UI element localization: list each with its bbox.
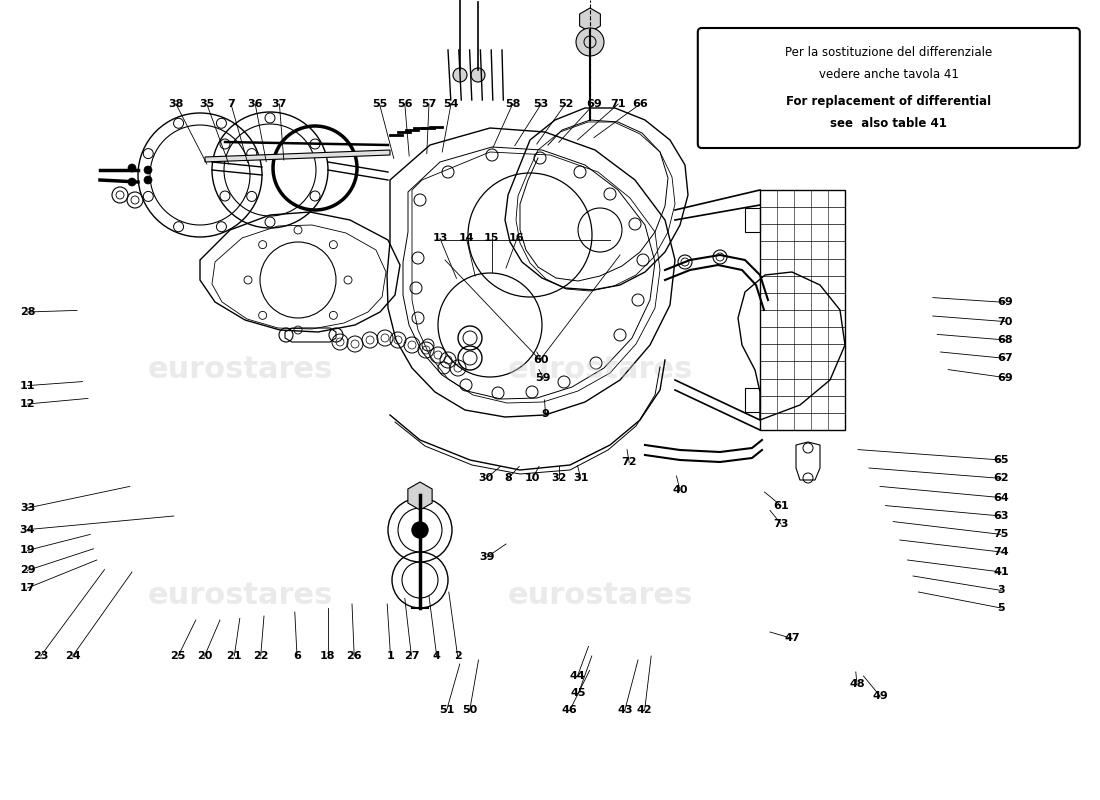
Text: 13: 13 — [432, 234, 448, 243]
Circle shape — [144, 166, 152, 174]
Circle shape — [128, 178, 136, 186]
Text: 47: 47 — [784, 634, 800, 643]
Circle shape — [412, 522, 428, 538]
Text: 71: 71 — [610, 99, 626, 109]
Text: 65: 65 — [993, 455, 1009, 465]
Text: 6: 6 — [293, 651, 301, 661]
Text: 58: 58 — [505, 99, 520, 109]
Circle shape — [453, 68, 468, 82]
Text: 2: 2 — [453, 651, 462, 661]
Text: 55: 55 — [372, 99, 387, 109]
Text: 75: 75 — [993, 530, 1009, 539]
Text: 44: 44 — [570, 671, 585, 681]
Text: For replacement of differential: For replacement of differential — [786, 95, 991, 108]
Text: 10: 10 — [525, 474, 540, 483]
Text: 51: 51 — [439, 706, 454, 715]
Text: 74: 74 — [993, 547, 1009, 557]
Text: 27: 27 — [404, 651, 419, 661]
Text: 59: 59 — [536, 374, 551, 383]
Text: 61: 61 — [773, 501, 789, 510]
Polygon shape — [905, 45, 1000, 78]
Text: 19: 19 — [20, 546, 35, 555]
Text: 53: 53 — [534, 99, 549, 109]
Text: 3: 3 — [998, 586, 1004, 595]
Text: 4: 4 — [432, 651, 441, 661]
Text: 16: 16 — [509, 234, 525, 243]
Text: 69: 69 — [998, 298, 1013, 307]
Polygon shape — [580, 8, 601, 32]
Text: 8: 8 — [504, 474, 513, 483]
Text: 43: 43 — [617, 706, 632, 715]
Text: 67: 67 — [998, 354, 1013, 363]
Text: 14: 14 — [459, 234, 474, 243]
Text: 40: 40 — [672, 485, 688, 494]
Text: 62: 62 — [993, 474, 1009, 483]
Text: 73: 73 — [773, 519, 789, 529]
Text: 54: 54 — [443, 99, 459, 109]
Text: 5: 5 — [998, 603, 1004, 613]
Text: 52: 52 — [558, 99, 573, 109]
Text: 39: 39 — [480, 552, 495, 562]
Text: 41: 41 — [993, 567, 1009, 577]
Text: 72: 72 — [621, 458, 637, 467]
Text: 69: 69 — [586, 99, 602, 109]
Text: 22: 22 — [253, 651, 268, 661]
Text: 11: 11 — [20, 381, 35, 390]
Text: 25: 25 — [170, 651, 186, 661]
Text: 21: 21 — [227, 651, 242, 661]
Text: 32: 32 — [551, 474, 566, 483]
Circle shape — [128, 164, 136, 172]
Text: 45: 45 — [571, 688, 586, 698]
Text: 23: 23 — [33, 651, 48, 661]
Text: 68: 68 — [998, 335, 1013, 345]
Text: 1: 1 — [386, 651, 395, 661]
Text: 35: 35 — [199, 99, 214, 109]
Circle shape — [576, 28, 604, 56]
Text: 70: 70 — [998, 317, 1013, 326]
Text: 7: 7 — [227, 99, 235, 109]
Text: 64: 64 — [993, 493, 1009, 502]
Text: 26: 26 — [346, 651, 362, 661]
Text: 18: 18 — [320, 651, 336, 661]
Circle shape — [144, 176, 152, 184]
Text: 60: 60 — [534, 355, 549, 365]
Text: eurostares: eurostares — [147, 355, 332, 385]
Text: 48: 48 — [849, 679, 865, 689]
Text: 57: 57 — [421, 99, 437, 109]
Text: vedere anche tavola 41: vedere anche tavola 41 — [818, 68, 959, 81]
Text: 69: 69 — [998, 373, 1013, 382]
Text: 34: 34 — [20, 525, 35, 534]
Polygon shape — [408, 482, 432, 510]
Text: 17: 17 — [20, 583, 35, 593]
Text: 15: 15 — [484, 234, 499, 243]
Text: 49: 49 — [872, 691, 888, 701]
Text: 50: 50 — [462, 706, 477, 715]
Circle shape — [471, 68, 485, 82]
FancyBboxPatch shape — [697, 28, 1080, 148]
Text: Per la sostituzione del differenziale: Per la sostituzione del differenziale — [785, 46, 992, 58]
Text: 46: 46 — [562, 706, 578, 715]
Text: 12: 12 — [20, 399, 35, 409]
Text: 29: 29 — [20, 566, 35, 575]
Text: 36: 36 — [248, 99, 263, 109]
Text: 33: 33 — [20, 503, 35, 513]
Text: 42: 42 — [637, 706, 652, 715]
Text: 38: 38 — [168, 99, 184, 109]
Text: 20: 20 — [197, 651, 212, 661]
Text: 37: 37 — [272, 99, 287, 109]
Polygon shape — [205, 150, 390, 162]
Text: 66: 66 — [632, 99, 648, 109]
Text: 24: 24 — [65, 651, 80, 661]
Text: 30: 30 — [478, 474, 494, 483]
Text: see  also table 41: see also table 41 — [830, 118, 947, 130]
Text: 9: 9 — [541, 410, 550, 419]
Text: 56: 56 — [397, 99, 412, 109]
Text: eurostares: eurostares — [507, 355, 693, 385]
Text: 63: 63 — [993, 511, 1009, 521]
Text: 28: 28 — [20, 307, 35, 317]
Text: eurostares: eurostares — [147, 581, 332, 610]
Text: eurostares: eurostares — [507, 581, 693, 610]
Text: 31: 31 — [573, 474, 588, 483]
